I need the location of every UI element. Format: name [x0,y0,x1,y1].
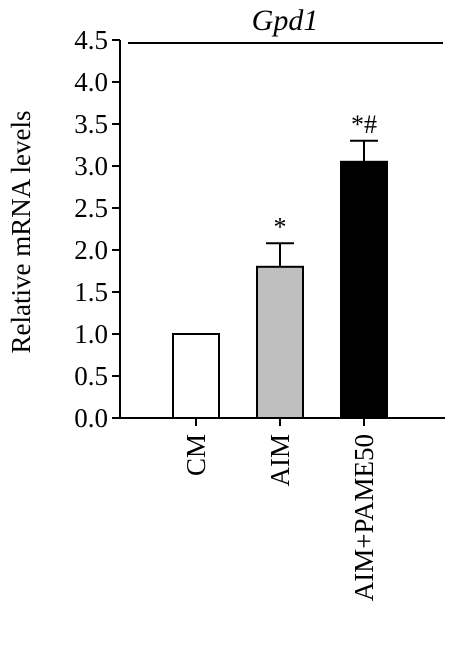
y-tick-label: 4.5 [74,25,108,55]
y-tick-label: 0.0 [74,403,108,433]
y-tick-label: 1.0 [74,319,108,349]
y-tick-label: 4.0 [74,67,108,97]
y-tick-label: 0.5 [74,361,108,391]
y-axis-label: Relative mRNA levels [6,111,36,354]
y-tick-label: 2.0 [74,235,108,265]
bars: * *# [172,110,388,420]
x-tick-label: CM [181,434,211,476]
bar [340,160,388,420]
y-tick-label: 3.5 [74,109,108,139]
chart-title: Gpd1 [252,4,319,37]
x-tick-label: AIM+PAME50 [349,434,379,601]
significance-annotation: *# [351,110,377,139]
bar [172,333,220,419]
x-tick-label: AIM [265,434,295,487]
y-tick-label: 1.5 [74,277,108,307]
y-tick-label: 3.0 [74,151,108,181]
y-tick-label: 2.5 [74,193,108,223]
significance-annotation: * [274,212,287,241]
bar [256,265,304,419]
x-axis: CM AIM AIM+PAME50 [120,417,445,601]
y-axis: 0.0 0.5 1.0 1.5 2.0 2.5 3.0 3.5 4.0 4.5 [74,25,121,433]
